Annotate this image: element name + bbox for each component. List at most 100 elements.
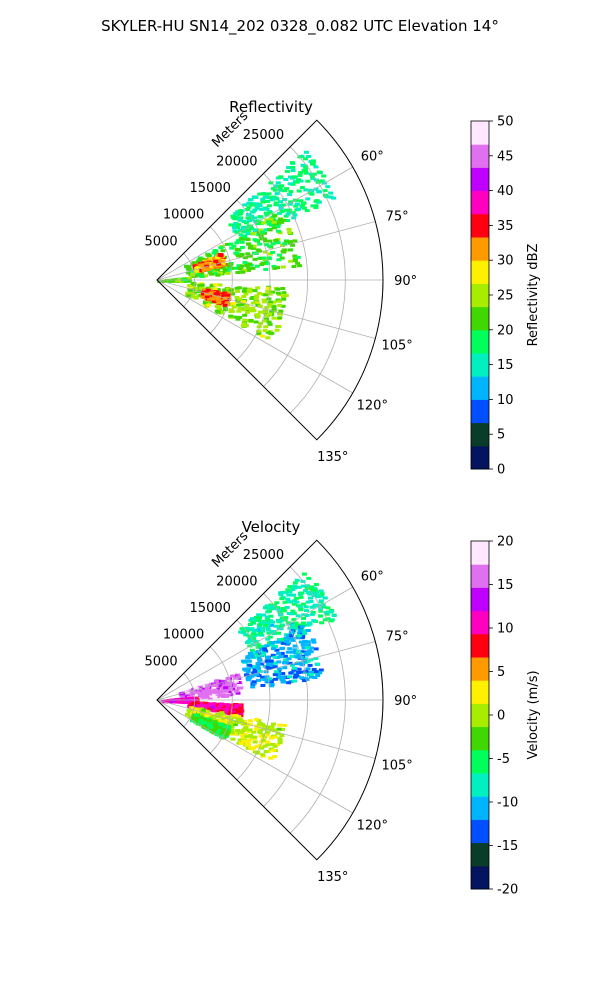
- echo-cell: [198, 718, 204, 722]
- echo-cell: [230, 737, 236, 741]
- echo-cell: [277, 303, 283, 307]
- echo-cell: [239, 245, 245, 249]
- echo-cell: [162, 279, 168, 283]
- echo-cell: [225, 704, 231, 708]
- echo-cell: [254, 264, 260, 268]
- echo-cell: [308, 172, 314, 176]
- echo-cell: [282, 600, 288, 604]
- echo-cell: [324, 612, 330, 616]
- colorbar-label: Reflectivity dBZ: [526, 244, 541, 347]
- echo-cell: [252, 640, 258, 643]
- echo-cell: [243, 323, 249, 327]
- echo-cell: [216, 306, 222, 310]
- echo-cell: [193, 713, 199, 717]
- echo-cell: [244, 306, 250, 310]
- echo-cell: [287, 600, 293, 604]
- echo-cell: [313, 647, 319, 651]
- echo-cell: [287, 647, 293, 651]
- echo-cell: [263, 239, 269, 243]
- echo-cell: [245, 252, 251, 256]
- echo-cell: [203, 274, 208, 278]
- echo-cell: [241, 659, 247, 663]
- echo-cell: [262, 207, 268, 211]
- echo-cell: [216, 262, 221, 266]
- echo-cell: [231, 302, 237, 305]
- echo-cell: [204, 292, 210, 296]
- echo-cell: [192, 274, 198, 278]
- echo-cell: [253, 629, 259, 633]
- echo-cell: [286, 657, 292, 661]
- echo-cell: [305, 584, 310, 588]
- echo-cell: [277, 253, 282, 257]
- echo-cell: [250, 617, 255, 621]
- echo-cell: [261, 256, 267, 260]
- echo-cell: [266, 297, 272, 301]
- echo-cell: [276, 299, 282, 303]
- echo-cell: [315, 189, 321, 193]
- echo-cell: [277, 231, 283, 235]
- echo-cell: [276, 608, 282, 612]
- echo-cell: [240, 735, 246, 739]
- echo-cell: [213, 688, 219, 692]
- echo-cell: [272, 188, 278, 192]
- echo-cell: [293, 672, 299, 676]
- echo-cell: [258, 728, 264, 732]
- echo-cell: [199, 686, 205, 690]
- echo-cell: [263, 228, 269, 232]
- echo-cell: [278, 593, 284, 597]
- echo-cell: [223, 689, 229, 693]
- echo-cell: [263, 750, 269, 754]
- range-tick-label: 20000: [216, 574, 257, 589]
- echo-cell: [251, 737, 257, 741]
- echo-cell: [218, 718, 224, 722]
- echo-cell: [325, 617, 331, 621]
- echo-cell: [262, 329, 268, 333]
- colorbar-segment: [471, 283, 489, 308]
- echo-cell: [318, 614, 323, 618]
- echo-cell: [256, 619, 262, 622]
- echo-cell: [205, 288, 211, 292]
- echo-cell: [225, 271, 231, 275]
- echo-cell: [262, 319, 268, 323]
- echo-cell: [187, 284, 193, 288]
- echo-cell: [219, 295, 225, 299]
- echo-cell: [260, 675, 265, 679]
- echo-cell: [275, 731, 281, 735]
- echo-cell: [308, 675, 314, 679]
- echo-cell: [255, 654, 261, 658]
- echo-cell: [249, 203, 255, 207]
- echo-cell: [267, 606, 273, 610]
- echo-cell: [231, 315, 237, 319]
- echo-cell: [275, 225, 281, 228]
- echo-cell: [306, 155, 312, 158]
- echo-cell: [268, 181, 274, 185]
- echo-cell: [202, 705, 208, 709]
- echo-cell: [256, 329, 262, 333]
- echo-cell: [297, 629, 303, 632]
- colorbar-segment: [471, 726, 489, 751]
- echo-cell: [246, 224, 252, 228]
- echo-cell: [260, 334, 265, 338]
- echo-cell: [308, 596, 313, 600]
- echo-cell: [210, 297, 216, 301]
- echo-cell: [294, 626, 300, 630]
- echo-cell: [292, 679, 298, 683]
- echo-cell: [273, 184, 279, 188]
- echo-cell: [242, 268, 248, 272]
- echo-cell: [246, 634, 252, 638]
- echo-cell: [301, 659, 307, 663]
- echo-cell: [256, 625, 262, 629]
- echo-cell: [230, 674, 235, 678]
- echo-cell: [245, 656, 251, 660]
- echo-cell: [264, 218, 270, 222]
- echo-cell: [242, 313, 248, 317]
- echo-cell: [253, 320, 259, 324]
- echo-cell: [277, 312, 283, 316]
- echo-cell: [294, 578, 300, 582]
- echo-cell: [212, 683, 218, 687]
- echo-cell: [291, 602, 297, 606]
- echo-cell: [212, 720, 218, 724]
- echo-cell: [263, 325, 269, 329]
- echo-cell: [265, 336, 271, 340]
